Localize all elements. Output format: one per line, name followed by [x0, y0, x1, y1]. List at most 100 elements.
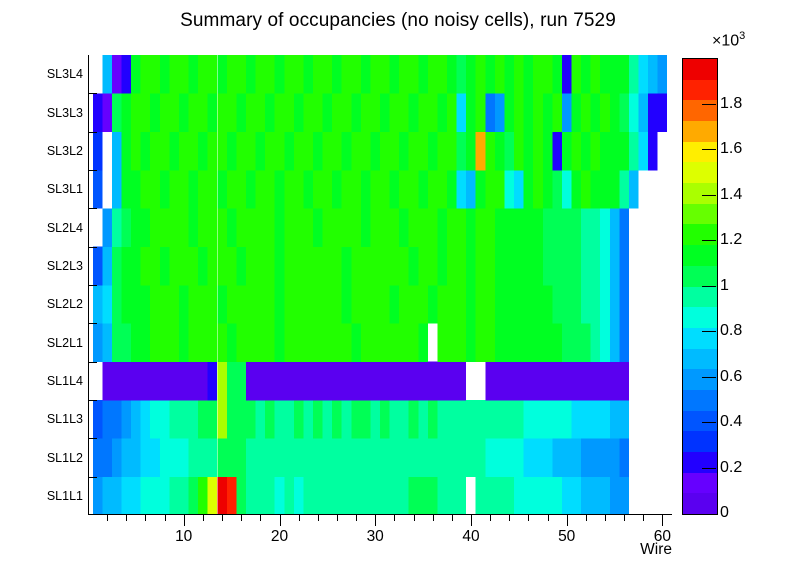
heatmap-cell: [638, 55, 649, 94]
heatmap-cell: [380, 323, 390, 363]
heatmap-cell: [140, 170, 151, 209]
heatmap-cell: [561, 438, 572, 478]
heatmap-cell: [341, 246, 352, 286]
heatmap-cell: [188, 170, 199, 209]
heatmap-cell: [198, 208, 208, 248]
heatmap-cell: [389, 208, 400, 248]
heatmap-cell: [159, 131, 170, 171]
heatmap-cell: [514, 93, 524, 133]
heatmap-cell: [475, 476, 486, 515]
heatmap-cell: [542, 285, 553, 324]
heatmap-cell: [600, 55, 610, 94]
heatmap-cell: [217, 323, 227, 363]
heatmap-cell: [600, 323, 610, 363]
heatmap-cell: [332, 361, 342, 401]
heatmap-cell: [92, 400, 103, 439]
heatmap-cell: [265, 93, 275, 133]
heatmap-cell: [255, 323, 266, 363]
colorbar-tick: [702, 194, 716, 196]
colorbar-tick: [702, 422, 716, 423]
heatmap-cell: [648, 93, 658, 133]
heatmap-cell: [418, 476, 428, 515]
heatmap-cell: [456, 208, 467, 248]
heatmap-cell: [150, 323, 160, 363]
heatmap-cell: [217, 208, 227, 248]
heatmap-cell: [380, 400, 390, 439]
heatmap-cell: [475, 170, 486, 209]
heatmap-cell: [427, 476, 438, 515]
heatmap-cell: [533, 361, 543, 401]
heatmap-cell: [542, 93, 553, 133]
heatmap-cell: [207, 131, 218, 171]
heatmap-cell: [370, 285, 380, 324]
heatmap-cell: [121, 208, 132, 248]
heatmap-cell: [590, 361, 601, 401]
colorbar[interactable]: [682, 58, 718, 515]
heatmap-cell: [150, 55, 160, 94]
heatmap-cell: [322, 361, 333, 401]
heatmap-cell: [92, 323, 103, 363]
heatmap-cell: [92, 246, 103, 286]
heatmap-cell: [494, 361, 505, 401]
heatmap-cell: [523, 93, 534, 133]
heatmap-cell: [102, 246, 112, 286]
heatmap-cell: [514, 131, 524, 171]
x-axis-tick: [222, 515, 223, 521]
y-axis-tick: [88, 476, 97, 478]
colorbar-band: [683, 141, 717, 163]
heatmap-cell: [293, 323, 304, 363]
y-axis-tick: [88, 438, 97, 440]
heatmap-cell: [581, 438, 591, 478]
heatmap-cell: [408, 361, 419, 401]
colorbar-band: [683, 203, 717, 225]
heatmap-cell: [600, 170, 610, 209]
colorbar-axis: 0 0.2 0.4 0.6 0.8 1 1.2 1.4 1.6 1.8: [702, 58, 796, 521]
heatmap-cell: [312, 208, 323, 248]
heatmap-cell: [198, 55, 208, 94]
heatmap-cell: [226, 400, 237, 439]
heatmap-cell: [475, 131, 486, 171]
heatmap-cell: [131, 55, 141, 94]
heatmap-cell: [590, 323, 601, 363]
heatmap-cell: [150, 93, 160, 133]
heatmap-cell: [514, 208, 524, 248]
heatmap-cell: [303, 285, 313, 324]
heatmap-cell: [418, 93, 428, 133]
heatmap-cell: [226, 361, 237, 401]
heatmap-cell: [226, 438, 237, 478]
heatmap-cell: [217, 361, 227, 401]
heatmap-cell: [600, 131, 610, 171]
heatmap-cell: [437, 438, 448, 478]
heatmap-cell: [293, 208, 304, 248]
heatmap-cell: [447, 438, 457, 478]
colorbar-band: [683, 451, 717, 473]
heatmap-cell: [351, 476, 361, 515]
heatmap-plot-area[interactable]: [88, 55, 672, 515]
heatmap-cell: [370, 361, 380, 401]
heatmap-cell: [217, 246, 227, 286]
heatmap-cell: [447, 361, 457, 401]
heatmap-cell: [121, 246, 132, 286]
heatmap-cell: [111, 93, 122, 133]
heatmap-cell: [561, 476, 572, 515]
heatmap-cell: [628, 93, 639, 133]
heatmap-cell: [447, 93, 457, 133]
heatmap-cell: [408, 438, 419, 478]
heatmap-cell: [303, 170, 313, 209]
heatmap-cell: [571, 131, 582, 171]
heatmap-cell: [131, 285, 141, 324]
heatmap-cell: [332, 170, 342, 209]
heatmap-cell: [648, 55, 658, 94]
y-axis-label-sl3l2: SL3L2: [46, 143, 83, 158]
x-axis-tick: [394, 515, 396, 521]
heatmap-cell: [389, 400, 400, 439]
colorbar-tick-label: 0: [720, 504, 729, 521]
heatmap-cell: [274, 55, 285, 94]
x-axis-tick: [336, 515, 338, 521]
heatmap-cell: [236, 170, 246, 209]
heatmap-cell: [255, 246, 266, 286]
heatmap-cell: [274, 361, 285, 401]
heatmap-cell: [169, 93, 179, 133]
heatmap-cell: [456, 323, 467, 363]
heatmap-cell: [92, 476, 103, 515]
